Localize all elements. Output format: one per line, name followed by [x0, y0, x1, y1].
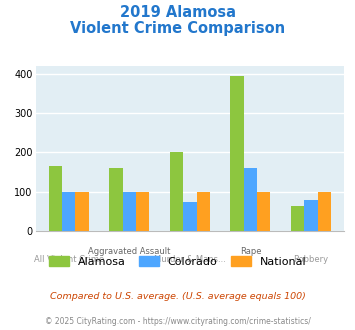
Bar	[76, 192, 89, 231]
Text: Murder & Mans...: Murder & Mans...	[154, 255, 226, 264]
Text: Aggravated Assault: Aggravated Assault	[88, 248, 170, 256]
Text: Rape: Rape	[240, 248, 261, 256]
Bar	[230, 76, 244, 231]
Bar	[170, 152, 183, 231]
Text: © 2025 CityRating.com - https://www.cityrating.com/crime-statistics/: © 2025 CityRating.com - https://www.city…	[45, 317, 310, 326]
Bar	[62, 192, 76, 231]
Bar	[291, 206, 304, 231]
Bar	[257, 192, 271, 231]
Bar	[49, 166, 62, 231]
Bar	[183, 202, 197, 231]
Text: Robbery: Robbery	[294, 255, 329, 264]
Bar	[136, 192, 149, 231]
Bar	[197, 192, 210, 231]
Bar	[123, 192, 136, 231]
Text: All Violent Crime: All Violent Crime	[34, 255, 104, 264]
Text: 2019 Alamosa: 2019 Alamosa	[120, 5, 235, 20]
Legend: Alamosa, Colorado, National: Alamosa, Colorado, National	[44, 251, 311, 271]
Bar	[304, 200, 318, 231]
Bar	[109, 168, 123, 231]
Text: Violent Crime Comparison: Violent Crime Comparison	[70, 21, 285, 36]
Bar	[318, 192, 331, 231]
Text: Compared to U.S. average. (U.S. average equals 100): Compared to U.S. average. (U.S. average …	[50, 292, 305, 301]
Bar	[244, 168, 257, 231]
